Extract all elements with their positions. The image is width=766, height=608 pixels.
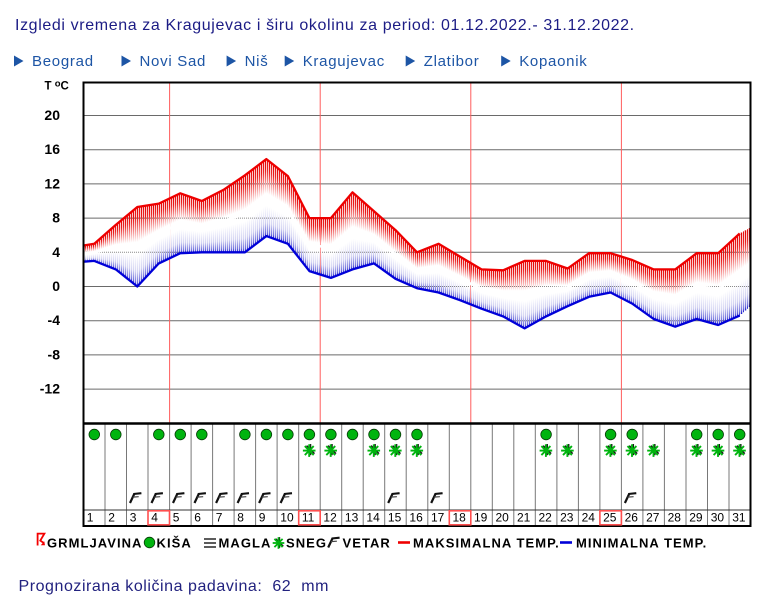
svg-text:25: 25 [603, 511, 617, 525]
svg-text:20: 20 [496, 511, 510, 525]
svg-text:21: 21 [517, 511, 531, 525]
svg-text:Novi Sad: Novi Sad [140, 53, 207, 70]
svg-text:8: 8 [52, 210, 60, 226]
svg-text:GRMLJAVINA: GRMLJAVINA [47, 536, 142, 551]
svg-text:12: 12 [323, 511, 337, 525]
svg-text:9: 9 [259, 511, 266, 525]
svg-text:16: 16 [409, 511, 423, 525]
svg-text:15: 15 [388, 511, 402, 525]
svg-text:Zlatibor: Zlatibor [424, 53, 480, 70]
svg-text:20: 20 [44, 107, 60, 123]
svg-text:KIŠA: KIŠA [157, 536, 192, 551]
svg-text:30: 30 [711, 511, 725, 525]
svg-text:Izgledi vremena za Kragujevac: Izgledi vremena za Kragujevac i širu oko… [15, 17, 635, 34]
svg-text:29: 29 [689, 511, 703, 525]
svg-text:Beograd: Beograd [32, 53, 94, 70]
svg-text:10: 10 [280, 511, 294, 525]
svg-text:28: 28 [668, 511, 682, 525]
svg-text:Kragujevac: Kragujevac [303, 53, 385, 70]
svg-text:16: 16 [44, 141, 60, 157]
svg-text:14: 14 [366, 511, 380, 525]
svg-text:27: 27 [646, 511, 660, 525]
svg-text:4: 4 [151, 511, 158, 525]
svg-text:19: 19 [474, 511, 488, 525]
svg-text:VETAR: VETAR [343, 536, 391, 551]
svg-text:SNEG: SNEG [286, 536, 327, 551]
svg-text:6: 6 [194, 511, 201, 525]
svg-text:31: 31 [732, 511, 746, 525]
svg-text:23: 23 [560, 511, 574, 525]
svg-text:MAGLA: MAGLA [219, 536, 272, 551]
svg-text:7: 7 [216, 511, 223, 525]
svg-text:8: 8 [237, 511, 244, 525]
svg-text:Kopaonik: Kopaonik [519, 53, 587, 70]
svg-text:1: 1 [87, 511, 94, 525]
svg-text:11: 11 [302, 511, 315, 525]
svg-text:0: 0 [52, 278, 60, 294]
svg-text:17: 17 [431, 511, 445, 525]
svg-text:4: 4 [52, 244, 60, 260]
svg-text:18: 18 [453, 511, 467, 525]
svg-text:-12: -12 [40, 381, 60, 397]
svg-text:26: 26 [625, 511, 639, 525]
svg-text:-8: -8 [48, 346, 61, 362]
svg-text:MAKSIMALNA TEMP.: MAKSIMALNA TEMP. [413, 536, 560, 551]
svg-text:-4: -4 [48, 312, 61, 328]
svg-text:12: 12 [44, 175, 60, 191]
svg-text:13: 13 [345, 511, 359, 525]
svg-text:24: 24 [582, 511, 596, 525]
svg-text:Niš: Niš [245, 53, 269, 70]
svg-text:22: 22 [539, 511, 553, 525]
svg-text:Prognozirana količina padavina: Prognozirana količina padavina: 62 mm [19, 578, 330, 595]
svg-text:5: 5 [173, 511, 180, 525]
svg-text:MINIMALNA TEMP.: MINIMALNA TEMP. [576, 536, 707, 551]
svg-text:2: 2 [108, 511, 115, 525]
svg-text:T oC: T oC [45, 79, 69, 93]
svg-text:3: 3 [130, 511, 137, 525]
